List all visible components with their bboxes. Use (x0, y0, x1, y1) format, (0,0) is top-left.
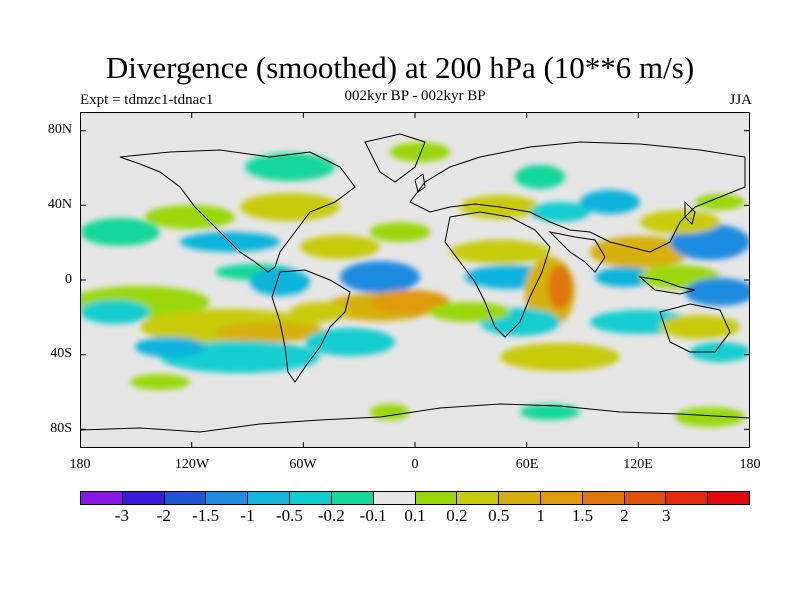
colorbar-segment (624, 492, 667, 504)
div-patch (370, 222, 430, 242)
colorbar-segment (164, 492, 207, 504)
colorbar-segment (666, 492, 709, 504)
lon-label-60e: 60E (515, 457, 539, 472)
coast-uk (414, 173, 426, 193)
lat-label-40n: 40N (47, 197, 72, 212)
div-patch (530, 202, 590, 222)
colorbar-segment (499, 492, 541, 504)
colorbar-label: 1.5 (571, 506, 594, 525)
experiment-label: Expt = tdmzc1-tdnac1 (80, 92, 214, 108)
colorbar-label: -0.5 (275, 506, 303, 525)
colorbar-segment (708, 492, 749, 504)
colorbar-segment (81, 492, 123, 504)
lon-label-180e: 180 (739, 457, 761, 472)
colorbar-segment (206, 492, 249, 504)
lon-label-120w: 120W (174, 457, 210, 472)
div-patch (500, 343, 620, 371)
colorbar-segment (415, 492, 458, 504)
lat-label-80n: 80N (47, 122, 72, 137)
lon-label-120e: 120E (623, 457, 653, 472)
coast-africa (444, 211, 551, 338)
lon-label-0: 0 (411, 457, 419, 472)
colorbar-segment (373, 492, 416, 504)
season-label: JJA (729, 92, 752, 108)
div-patch (580, 190, 640, 214)
div-patch (595, 267, 655, 287)
lon-label-60w: 60W (289, 457, 317, 472)
coast-japan (684, 200, 696, 225)
lon-label-180w: 180 (69, 457, 91, 472)
coast-australia (659, 303, 731, 353)
div-patch (685, 278, 750, 306)
colorbar-segment (540, 492, 583, 504)
div-patch (80, 300, 150, 324)
lat-label-80s: 80S (50, 421, 72, 436)
map-panel (80, 112, 750, 448)
div-patch (690, 342, 750, 362)
div-patch (695, 194, 745, 210)
div-patch (215, 322, 325, 342)
div-patch (515, 165, 565, 189)
colorbar-segment (331, 492, 374, 504)
div-patch (250, 268, 310, 296)
time-range-label: 002kyr BP - 002kyr BP (344, 88, 486, 104)
colorbar-label: -0.2 (317, 506, 345, 525)
div-patch (370, 290, 450, 314)
div-patch (80, 218, 160, 246)
plot-title: Divergence (smoothed) at 200 hPa (10**6 … (105, 50, 695, 85)
colorbar-label: 0.5 (488, 506, 510, 525)
div-patch (675, 407, 745, 427)
colorbar-segment (457, 492, 500, 504)
colorbar-segment (582, 492, 625, 504)
colorbar-segment (122, 492, 165, 504)
colorbar (80, 491, 750, 505)
colorbar-label: -3 (114, 506, 129, 525)
lat-label-0: 0 (65, 272, 72, 287)
coast-north-america (119, 149, 356, 273)
colorbar-label: 3 (662, 506, 671, 525)
colorbar-label: 0.1 (404, 506, 426, 525)
div-patch (245, 153, 335, 181)
div-patch (300, 235, 380, 259)
divergence-field (80, 142, 750, 427)
colorbar-label: -1 (240, 506, 255, 525)
div-patch (370, 404, 410, 420)
div-patch (450, 240, 550, 264)
colorbar-label: -0.1 (359, 506, 387, 525)
colorbar-label: -1.5 (192, 506, 220, 525)
div-patch (660, 315, 740, 339)
colorbar-label: 1 (536, 506, 545, 525)
div-patch (130, 374, 190, 390)
lat-label-40s: 40S (50, 346, 72, 361)
colorbar-label: -2 (156, 506, 171, 525)
colorbar-segment (248, 492, 291, 504)
colorbar-label: 2 (620, 506, 629, 525)
div-patch (340, 261, 420, 293)
coast-indonesia (638, 276, 696, 295)
coastlines (80, 133, 750, 433)
div-patch (145, 205, 235, 229)
coast-india (548, 231, 606, 273)
coast-antarctica (80, 403, 750, 433)
div-patch (290, 302, 350, 322)
div-patch (430, 302, 510, 322)
colorbar-segment (290, 492, 332, 504)
axis-ticks (80, 112, 750, 448)
div-patch (548, 265, 572, 309)
coast-south-america (271, 269, 351, 383)
div-patch (135, 337, 205, 357)
colorbar-label: 0.2 (446, 506, 468, 525)
divergence-map (80, 112, 750, 448)
div-patch (305, 328, 395, 356)
coast-eurasia (409, 141, 746, 253)
div-patch (240, 193, 340, 221)
coast-greenland (364, 133, 426, 183)
div-patch (520, 404, 580, 420)
div-patch (390, 142, 450, 162)
